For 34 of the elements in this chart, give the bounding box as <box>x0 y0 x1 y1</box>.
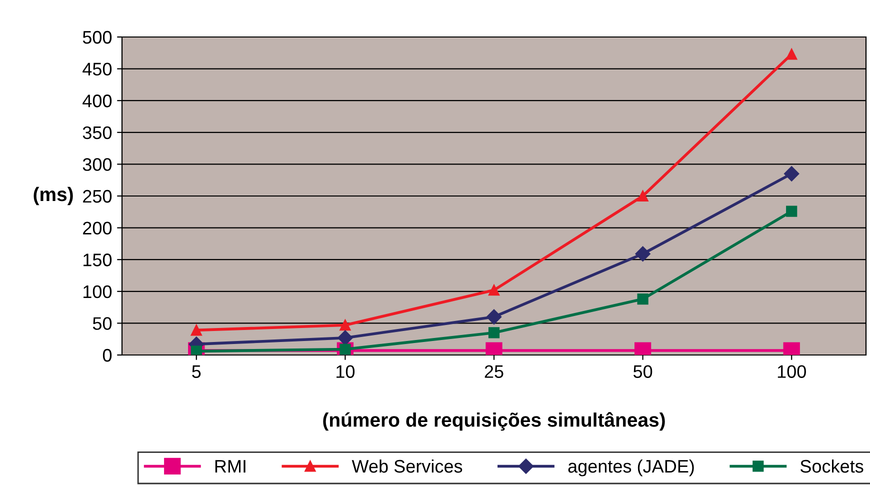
legend-label: Web Services <box>352 459 462 473</box>
point <box>340 320 351 331</box>
y-tick-label: 250 <box>83 190 112 203</box>
x-axis-title: (número de requisições simultâneas) <box>323 412 665 431</box>
point <box>488 327 500 338</box>
x-tick-label: 50 <box>633 365 652 378</box>
legend-label: agentes (JADE) <box>568 459 694 476</box>
y-tick-label: 500 <box>82 30 112 44</box>
point <box>488 284 500 296</box>
y-tick-label: 100 <box>84 285 112 298</box>
y-tick-label: 350 <box>82 126 112 140</box>
y-axis-title: (ms) <box>34 186 73 206</box>
y-tick-label: 450 <box>82 62 112 76</box>
y-tick-label: 0 <box>102 348 112 362</box>
y-tick-label: 400 <box>82 94 112 108</box>
y-tick-label: 200 <box>83 222 112 235</box>
x-tick-label: 25 <box>484 365 504 378</box>
x-tick-label: 5 <box>192 365 201 378</box>
point <box>338 330 353 346</box>
x-tick-label: 100 <box>778 365 806 378</box>
y-tick-label: 300 <box>82 158 112 171</box>
point <box>786 48 798 60</box>
point <box>486 309 502 324</box>
y-tick-label: 50 <box>92 317 112 330</box>
y-tick-label: 150 <box>84 254 112 266</box>
legend-label: RMI <box>215 460 246 473</box>
legend-label: Sockets <box>800 459 864 473</box>
point <box>190 324 202 336</box>
x-tick-label: 10 <box>336 365 355 378</box>
point <box>635 246 650 262</box>
point <box>637 190 648 202</box>
point <box>786 206 798 217</box>
point <box>784 166 800 182</box>
point <box>637 293 648 305</box>
